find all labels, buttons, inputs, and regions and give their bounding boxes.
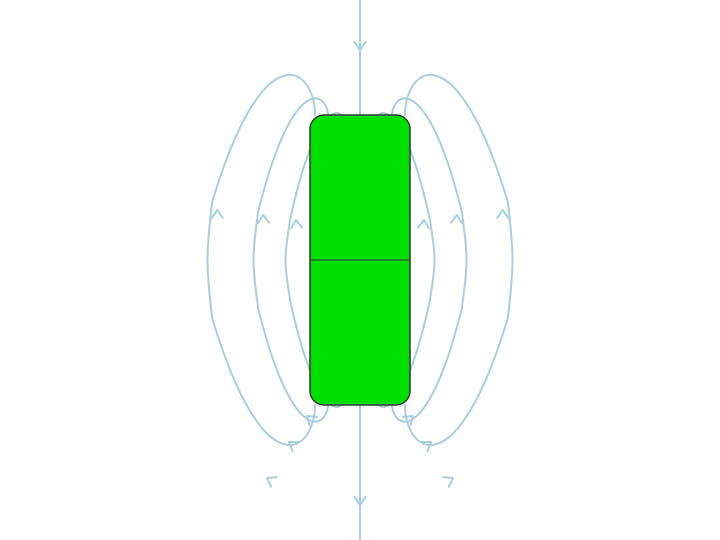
bar-magnet xyxy=(310,115,410,405)
loop-arrow xyxy=(497,210,508,218)
loop-arrow xyxy=(211,210,222,218)
magnetic-field-diagram xyxy=(0,0,720,540)
field-loop-2-right xyxy=(405,75,513,445)
loop-arrow xyxy=(451,215,463,224)
loop-arrow xyxy=(290,220,302,229)
loop-arrow xyxy=(264,473,277,487)
loop-arrow xyxy=(418,220,430,229)
loop-arrow xyxy=(257,215,269,224)
field-loop-2-left xyxy=(208,75,316,445)
loop-arrow xyxy=(443,473,456,487)
